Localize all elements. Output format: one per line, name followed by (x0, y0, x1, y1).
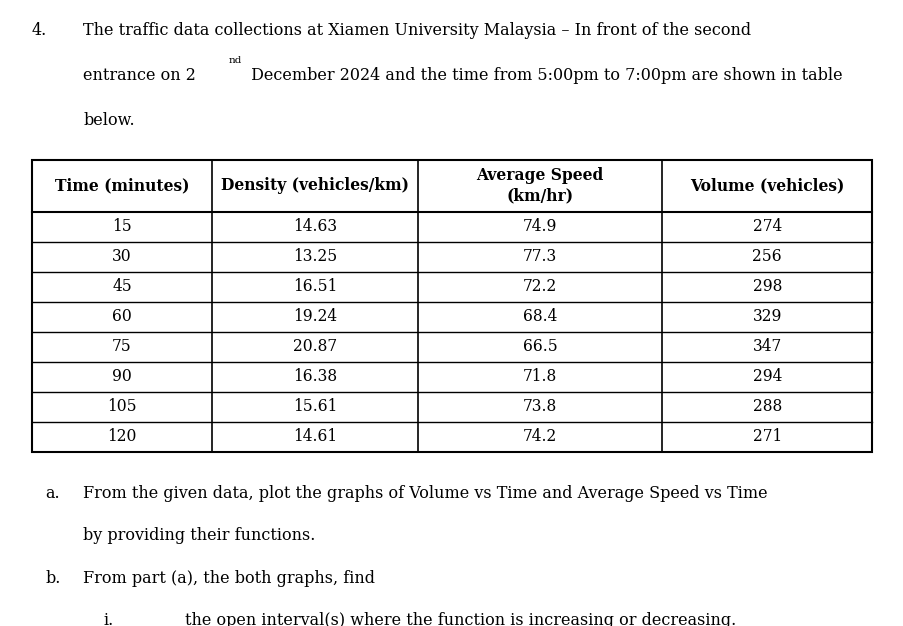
Text: a.: a. (45, 485, 60, 501)
Text: The traffic data collections at Xiamen University Malaysia – In front of the sec: The traffic data collections at Xiamen U… (83, 22, 750, 39)
Text: 30: 30 (112, 248, 132, 265)
Text: 274: 274 (752, 218, 781, 235)
Text: 14.63: 14.63 (293, 218, 337, 235)
Text: 271: 271 (752, 428, 781, 446)
Text: 19.24: 19.24 (293, 308, 337, 326)
Text: 90: 90 (112, 368, 132, 386)
Text: 74.9: 74.9 (523, 218, 557, 235)
Text: 75: 75 (112, 338, 132, 356)
Text: Time (minutes): Time (minutes) (55, 177, 189, 194)
Text: 347: 347 (752, 338, 781, 356)
Text: 60: 60 (112, 308, 132, 326)
Text: 77.3: 77.3 (523, 248, 557, 265)
Text: below.: below. (83, 112, 135, 129)
Text: 329: 329 (752, 308, 781, 326)
Text: From part (a), the both graphs, find: From part (a), the both graphs, find (83, 570, 375, 587)
Text: Density (vehicles/km): Density (vehicles/km) (221, 177, 409, 194)
Text: the open interval(s) where the function is increasing or decreasing.: the open interval(s) where the function … (185, 612, 736, 626)
Text: 16.38: 16.38 (293, 368, 337, 386)
Text: i.: i. (104, 612, 114, 626)
Text: 71.8: 71.8 (523, 368, 557, 386)
Text: 74.2: 74.2 (523, 428, 557, 446)
Text: b.: b. (45, 570, 61, 587)
Bar (32, 160, 871, 452)
Text: Average Speed
(km/hr): Average Speed (km/hr) (476, 167, 603, 204)
Text: 45: 45 (112, 278, 132, 295)
Text: From the given data, plot the graphs of Volume vs Time and Average Speed vs Time: From the given data, plot the graphs of … (83, 485, 767, 501)
Text: 294: 294 (752, 368, 781, 386)
Text: 256: 256 (751, 248, 781, 265)
Text: 15.61: 15.61 (293, 398, 337, 416)
Text: 20.87: 20.87 (293, 338, 337, 356)
Text: 288: 288 (752, 398, 781, 416)
Text: 4.: 4. (32, 22, 47, 39)
Text: 66.5: 66.5 (522, 338, 557, 356)
Text: December 2024 and the time from 5:00pm to 7:00pm are shown in table: December 2024 and the time from 5:00pm t… (246, 67, 842, 84)
Text: 15: 15 (112, 218, 132, 235)
Text: 120: 120 (107, 428, 136, 446)
Text: by providing their functions.: by providing their functions. (83, 527, 315, 544)
Text: 16.51: 16.51 (293, 278, 337, 295)
Text: 298: 298 (752, 278, 781, 295)
Text: entrance on 2: entrance on 2 (83, 67, 196, 84)
Text: 14.61: 14.61 (293, 428, 337, 446)
Text: Volume (vehicles): Volume (vehicles) (689, 177, 843, 194)
Text: 13.25: 13.25 (293, 248, 337, 265)
Text: 68.4: 68.4 (523, 308, 557, 326)
Text: 105: 105 (107, 398, 136, 416)
Text: nd: nd (228, 56, 242, 64)
Text: 72.2: 72.2 (523, 278, 557, 295)
Text: 73.8: 73.8 (523, 398, 557, 416)
